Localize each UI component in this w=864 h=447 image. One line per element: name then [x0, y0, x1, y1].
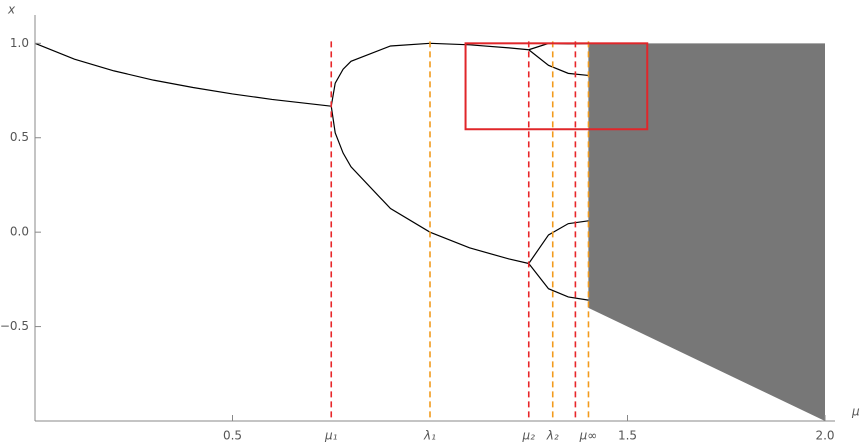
branch-line [528, 263, 589, 301]
bifurcation-label: λ₁ [423, 429, 436, 443]
branch-line [330, 42, 529, 107]
y-tick-label: −0.5 [0, 319, 29, 333]
branch-line [330, 106, 529, 265]
y-tick-label: 0.5 [10, 130, 29, 144]
bifurcation-label: μ₂ [522, 429, 536, 443]
branch-line [528, 42, 589, 51]
x-tick-label: 0.5 [223, 429, 242, 443]
branch-line [528, 220, 589, 264]
chaotic-band [588, 43, 825, 421]
branch-line [528, 49, 589, 77]
bifurcation-label: μ∞ [579, 429, 598, 443]
x-tick-label: 1.5 [618, 429, 637, 443]
y-tick-label: 1.0 [10, 36, 29, 50]
zoom-box [464, 42, 649, 131]
y-tick-label: 0.0 [10, 225, 29, 239]
x-axis-label: μ [851, 405, 860, 419]
y-axis-label: x [7, 3, 16, 17]
x-tick-label: 2.0 [815, 429, 834, 443]
branch-line [34, 42, 332, 107]
bifurcation-label: μ₁ [324, 429, 338, 443]
bifurcation-label: λ₂ [546, 429, 559, 443]
